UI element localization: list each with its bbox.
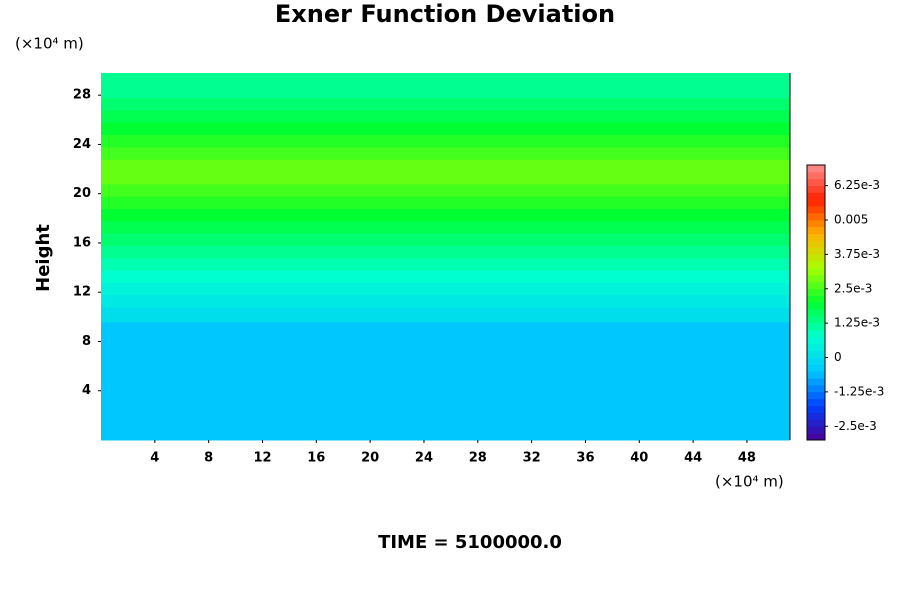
colorbar-level bbox=[807, 433, 825, 441]
colorbar-border bbox=[806, 164, 826, 441]
colorbar-level bbox=[807, 336, 825, 345]
colorbar-level bbox=[807, 261, 825, 269]
x-unit: (×10⁴ m) bbox=[715, 473, 784, 491]
y-tick-label: 12 bbox=[73, 285, 91, 300]
x-tick-label: 32 bbox=[523, 451, 541, 466]
x-tick-label: 20 bbox=[361, 451, 379, 466]
contour-band bbox=[101, 183, 790, 197]
colorbar-level bbox=[807, 185, 825, 193]
colorbar-level bbox=[807, 240, 825, 248]
colorbar-level bbox=[807, 371, 825, 379]
colorbar-level bbox=[807, 343, 825, 351]
contour-band bbox=[101, 208, 790, 222]
colorbar-level bbox=[807, 165, 825, 173]
colorbar-level bbox=[807, 350, 825, 358]
y-tick-label: 16 bbox=[73, 235, 91, 250]
contour-band bbox=[101, 321, 790, 441]
x-tick-label: 40 bbox=[630, 451, 648, 466]
y-unit: (×10⁴ m) bbox=[15, 35, 84, 53]
colorbar-level bbox=[807, 385, 825, 393]
colorbar-tick-label: 6.25e-3 bbox=[834, 178, 880, 192]
colorbar-level bbox=[807, 295, 825, 303]
y-tick-label: 28 bbox=[73, 88, 91, 103]
chart-title: Exner Function Deviation bbox=[275, 0, 615, 28]
x-tick-label: 48 bbox=[738, 451, 756, 466]
contour-band bbox=[101, 134, 790, 148]
x-tick-label: 16 bbox=[307, 451, 325, 466]
colorbar-level bbox=[807, 275, 825, 283]
colorbar-level bbox=[807, 302, 825, 310]
colorbar-tick-label: 0 bbox=[834, 350, 842, 364]
colorbar-tick-label: 3.75e-3 bbox=[834, 247, 880, 261]
y-label: Height bbox=[33, 224, 54, 292]
contour-band bbox=[101, 257, 790, 271]
x-tick-label: 36 bbox=[576, 451, 594, 466]
contour-band bbox=[101, 245, 790, 259]
colorbar-level bbox=[807, 405, 825, 413]
colorbar-level bbox=[807, 254, 825, 262]
colorbar-level bbox=[807, 309, 825, 317]
colorbar-level bbox=[807, 426, 825, 434]
x-tick-label: 44 bbox=[684, 451, 702, 466]
colorbar-level bbox=[807, 288, 825, 296]
contour-band bbox=[101, 220, 790, 234]
contour-band bbox=[101, 73, 790, 99]
contour-band bbox=[101, 159, 790, 185]
contour-band bbox=[101, 282, 790, 296]
colorbar-level bbox=[807, 378, 825, 386]
colorbar-level bbox=[807, 330, 825, 338]
colorbar-level bbox=[807, 281, 825, 290]
colorbar-level bbox=[807, 178, 825, 186]
colorbar-level bbox=[807, 171, 825, 180]
x-tick-label: 12 bbox=[253, 451, 271, 466]
x-tick-label: 8 bbox=[204, 451, 213, 466]
colorbar-tick-label: 2.5e-3 bbox=[834, 281, 872, 295]
colorbar-level bbox=[807, 192, 825, 200]
colorbar-level bbox=[807, 206, 825, 214]
colorbar-level bbox=[807, 199, 825, 207]
colorbar-tick-label: 0.005 bbox=[834, 213, 868, 227]
x-tick-label: 28 bbox=[469, 451, 487, 466]
colorbar-level bbox=[807, 233, 825, 241]
y-tick-label: 24 bbox=[73, 137, 91, 152]
colorbar-level bbox=[807, 419, 825, 427]
colorbar-level bbox=[807, 323, 825, 331]
colorbar-level bbox=[807, 268, 825, 276]
colorbar-level bbox=[807, 220, 825, 228]
colorbar-level bbox=[807, 316, 825, 324]
colorbar-level bbox=[807, 226, 825, 235]
contour-band bbox=[101, 122, 790, 136]
colorbar-level bbox=[807, 213, 825, 221]
colorbar-level bbox=[807, 357, 825, 365]
time-annotation: TIME = 5100000.0 bbox=[378, 532, 562, 553]
contour-band bbox=[101, 196, 790, 209]
colorbar-level bbox=[807, 391, 825, 400]
contour-band bbox=[101, 306, 790, 323]
y-tick-label: 4 bbox=[82, 383, 91, 398]
contour-band bbox=[101, 270, 790, 283]
contour-band bbox=[101, 97, 790, 111]
colorbar-tick-label: -1.25e-3 bbox=[834, 384, 884, 398]
contour-band bbox=[101, 146, 790, 160]
colorbar-tick-label: 1.25e-3 bbox=[834, 316, 880, 330]
y-tick-label: 8 bbox=[82, 334, 91, 349]
colorbar-level bbox=[807, 364, 825, 372]
y-tick-label: 20 bbox=[73, 186, 91, 201]
colorbar-level bbox=[807, 398, 825, 406]
contour-band bbox=[101, 233, 790, 246]
x-tick-label: 4 bbox=[150, 451, 159, 466]
contour-band bbox=[101, 109, 790, 123]
colorbar-level bbox=[807, 247, 825, 255]
colorbar-level bbox=[807, 412, 825, 420]
colorbar-tick-label: -2.5e-3 bbox=[834, 419, 877, 433]
contour-band bbox=[101, 294, 790, 308]
x-tick-label: 24 bbox=[415, 451, 433, 466]
